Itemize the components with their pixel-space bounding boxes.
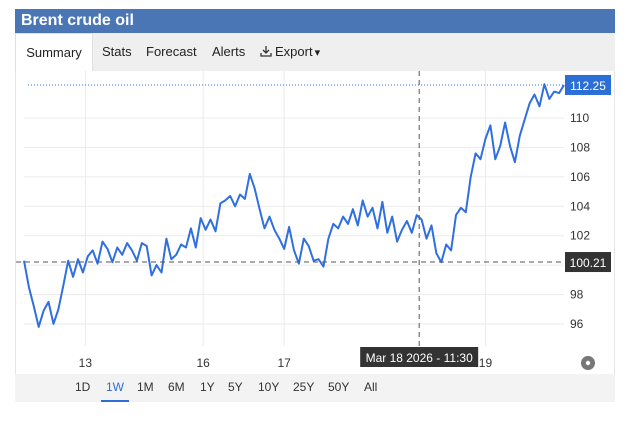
y-tick-label: 98	[570, 288, 584, 302]
tab-export[interactable]: Export ▾	[260, 33, 320, 71]
range-1y[interactable]: 1Y	[200, 380, 215, 394]
y-tick-label: 102	[570, 229, 590, 243]
chart-title: Brent crude oil	[15, 9, 615, 33]
x-tick-label: 19	[479, 356, 493, 370]
chevron-down-icon: ▾	[314, 47, 321, 59]
x-tick-label: 17	[278, 356, 292, 370]
tab-forecast[interactable]: Forecast	[146, 44, 197, 59]
tab-alerts[interactable]: Alerts	[212, 44, 246, 59]
crosshair-y-label: 100.21	[570, 256, 607, 270]
x-tick-label: 16	[197, 356, 211, 370]
last-value-badge	[565, 74, 611, 95]
download-icon	[260, 46, 272, 57]
tab-summary[interactable]: Summary	[15, 33, 93, 71]
range-1m[interactable]: 1M	[137, 380, 154, 394]
range-25y[interactable]: 25Y	[293, 380, 315, 394]
last-value-label: 112.25	[570, 79, 606, 93]
price-series-line	[23, 83, 565, 328]
range-5y[interactable]: 5Y	[228, 380, 243, 394]
range-6m[interactable]: 6M	[168, 380, 185, 394]
y-tick-label: 106	[570, 170, 590, 184]
tab-stats[interactable]: Stats	[102, 44, 132, 59]
gear-icon[interactable]	[581, 356, 595, 370]
price-chart[interactable]: 969810010210410610811013161719112.25100.…	[15, 71, 615, 374]
crosshair-x-badge	[360, 347, 479, 367]
y-tick-label: 96	[570, 317, 584, 331]
y-tick-label: 110	[570, 111, 589, 125]
x-tick-label: 13	[79, 356, 93, 370]
range-all[interactable]: All	[364, 380, 378, 394]
range-50y[interactable]: 50Y	[328, 380, 350, 394]
y-tick-label: 108	[570, 140, 590, 154]
y-tick-label: 104	[570, 199, 590, 213]
crosshair-x-label: Mar 18 2026 - 11:30	[366, 351, 474, 365]
tab-bar: Summary Stats Forecast Alerts Export ▾	[15, 33, 615, 71]
export-label: Export	[275, 44, 313, 59]
price-chart-svg[interactable]: 969810010210410610811013161719112.25100.…	[16, 71, 614, 374]
range-10y[interactable]: 10Y	[258, 380, 280, 394]
range-1w[interactable]: 1W	[101, 374, 129, 402]
range-1d[interactable]: 1D	[75, 380, 91, 394]
range-selector: 1D 1W 1M 6M 1Y 5Y 10Y 25Y 50Y All	[15, 374, 615, 402]
crosshair-y-badge	[565, 252, 611, 273]
